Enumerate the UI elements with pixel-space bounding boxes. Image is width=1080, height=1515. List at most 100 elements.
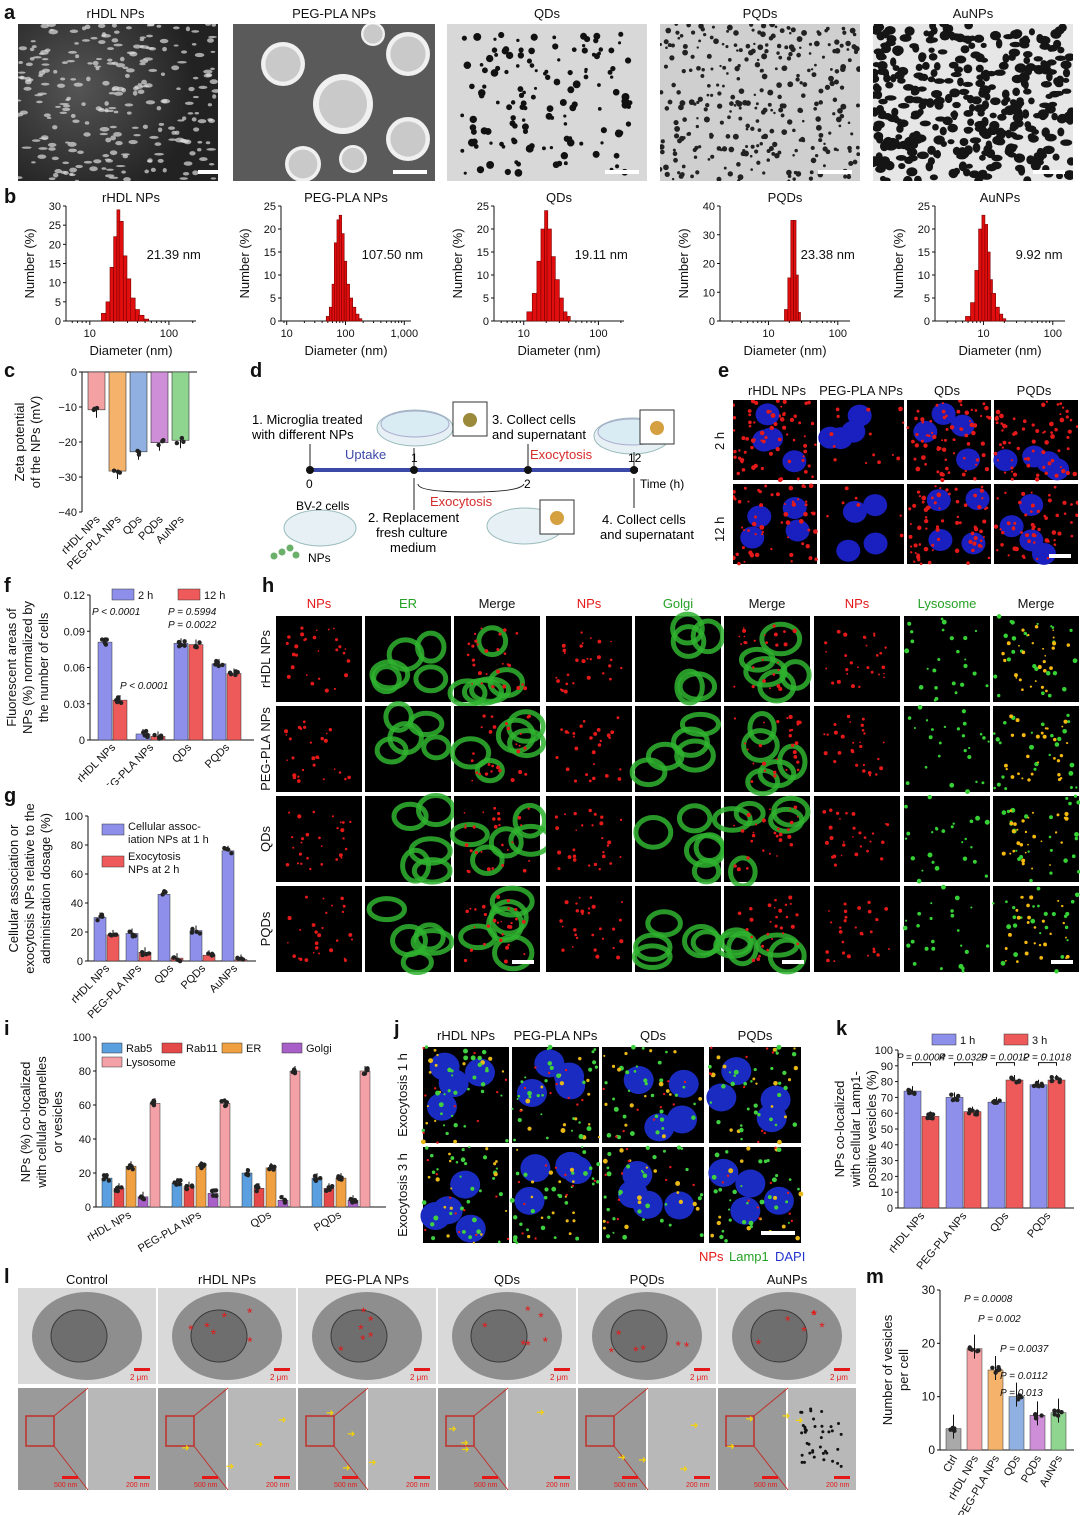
g-bar-0-1	[106, 934, 120, 962]
c-bar-4	[171, 371, 190, 441]
h-header-3: NPs	[577, 596, 602, 611]
i-bar-0-4	[149, 1103, 161, 1208]
data-point	[130, 932, 135, 937]
b-bar	[563, 311, 568, 322]
data-point	[184, 1183, 189, 1189]
h-header-7: Lysosome	[918, 596, 977, 611]
data-point	[145, 732, 150, 738]
b-ylabel-2: Number (%)	[450, 228, 465, 298]
l-star: *	[616, 1327, 622, 1343]
h-row-3: PQDs	[258, 911, 273, 946]
data-point	[1017, 1394, 1022, 1399]
g-ylabel-0: Cellular association or	[6, 824, 21, 953]
data-point	[1059, 1409, 1064, 1415]
d-time: Time (h)	[640, 477, 684, 491]
k-legend-1: 3 h	[1032, 1035, 1047, 1047]
b-title-3: PQDs	[768, 190, 803, 205]
data-point	[1057, 1079, 1062, 1085]
h-tile-r0c0	[276, 616, 362, 702]
b-xtick: 10	[84, 328, 96, 340]
f-bar-3-1	[226, 673, 242, 741]
h-header-5: Merge	[749, 596, 786, 611]
i-xtick-3: PQDs	[312, 1209, 344, 1234]
l-star: *	[609, 1344, 615, 1360]
data-point	[111, 468, 117, 473]
e-row-2: 12 h	[712, 516, 727, 542]
b-bar	[341, 233, 345, 322]
g-bar-0-0	[93, 917, 107, 962]
f-legend-1: 12 h	[204, 590, 225, 602]
g-legend-1a: Cellular assoc-	[128, 821, 201, 833]
data-point	[194, 929, 199, 935]
k-legend-swatch-1	[1003, 1033, 1029, 1046]
ytick: 0.12	[64, 590, 85, 602]
b-bar	[105, 301, 111, 322]
b-bar	[1002, 318, 1007, 322]
e-col-1: rHDL NPs	[747, 383, 807, 398]
d-exo2: Exocytosis	[430, 494, 493, 509]
l-col-0: Control	[66, 1272, 108, 1287]
k-xtick-0: rHDL NPs	[887, 1210, 928, 1256]
m-bar-2	[987, 1369, 1004, 1451]
panel-label-a: a	[4, 2, 16, 24]
j-tile-r1c0	[420, 1145, 510, 1244]
l-scale-mid-0: 500 nm	[54, 1482, 78, 1489]
i-bar-1-4	[219, 1103, 231, 1208]
m-p-0: P = 0.0008	[964, 1294, 1013, 1305]
panel-label-g: g	[4, 785, 17, 807]
h-tile-r2c4	[633, 796, 727, 885]
b-ytick: 10	[703, 287, 715, 299]
data-point	[162, 889, 167, 894]
data-point	[127, 1163, 133, 1168]
l-col-2: PEG-PLA NPs	[325, 1272, 409, 1287]
b-bar	[358, 318, 363, 322]
data-point	[135, 448, 140, 454]
m-ylabel-1: per cell	[896, 1349, 911, 1391]
m-bar-1	[966, 1348, 983, 1451]
b-xlabel-0: Diameter (nm)	[89, 343, 172, 358]
data-point	[119, 1185, 124, 1190]
b-xtick: 1,000	[391, 328, 419, 340]
l-star: *	[338, 1342, 344, 1358]
b-bar	[113, 236, 118, 322]
l-star: *	[358, 1321, 364, 1337]
ytick: 20	[922, 1336, 936, 1350]
b-ytick: 25	[918, 201, 930, 213]
b-ytick: 25	[49, 220, 61, 232]
ytick: 40	[79, 1134, 91, 1146]
ytick: 90	[881, 1061, 893, 1073]
ytick: 0	[79, 735, 85, 747]
c-bar-0	[87, 371, 106, 411]
data-point	[219, 1099, 224, 1104]
g-ylabel-1: exocytosis NPs relative to the	[22, 803, 37, 974]
data-point	[114, 1185, 120, 1191]
c-bar-1	[108, 371, 127, 472]
i-bar-2-4	[289, 1070, 301, 1208]
j-tile-r0c0	[420, 1045, 509, 1145]
b-xlabel-3: Diameter (nm)	[743, 343, 826, 358]
panel-label-m: m	[866, 1266, 884, 1288]
data-point	[930, 1116, 935, 1121]
l-top-4: * * ****2 μm	[578, 1288, 716, 1384]
ytick: 0	[77, 956, 83, 968]
l-star: *	[360, 1331, 366, 1347]
g-bar-2-0	[157, 894, 171, 962]
data-point	[1040, 1083, 1045, 1089]
l-star: *	[756, 1336, 762, 1352]
l-bot-2: ➜ ➜ ➜ ➜ 500 nm 200 nm	[298, 1387, 436, 1491]
l-bot-1: ➜ ➜ ➜ ➜ 500 nm 200 nm	[158, 1387, 296, 1491]
b-ytick: 5	[55, 297, 61, 309]
data-point	[197, 931, 203, 936]
l-arrow: ➜	[460, 1438, 468, 1449]
b-xtick: 100	[1044, 328, 1062, 340]
data-point	[212, 1188, 217, 1193]
data-point	[152, 732, 157, 738]
i-legend-swatch-4	[101, 1056, 123, 1068]
e-tile-r0c0	[733, 400, 817, 483]
b-annot-4: 9.92 nm	[1016, 247, 1063, 262]
h-tile-r0c5	[724, 616, 812, 704]
b-xlabel-4: Diameter (nm)	[958, 343, 1041, 358]
data-point	[138, 1195, 143, 1200]
